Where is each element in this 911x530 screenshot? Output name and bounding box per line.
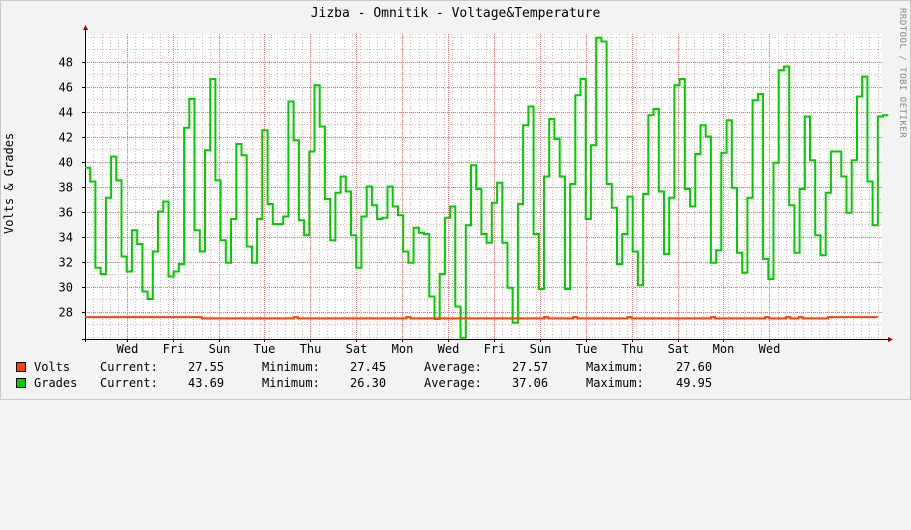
legend-label-maximum: Maximum: [586,376,644,390]
legend-average-grades: 37.06 [512,376,549,390]
y-axis-arrow [83,25,88,30]
x-tick-label: Thu [300,342,322,356]
legend-swatch-grades [16,378,26,388]
legend-maximum-volts: 27.60 [676,360,713,374]
x-tick-label: Sat [346,342,368,356]
legend-maximum-grades: 49.95 [676,376,713,390]
y-tick-label: 46 [59,81,73,95]
watermark: RRDTOOL / TOBI OETIKER [897,8,907,139]
y-tick-label: 30 [59,281,73,295]
x-tick-label: Tue [576,342,598,356]
x-tick-label: Mon [392,342,414,356]
legend-row-grades: Grades Current: 43.69 Minimum: 26.30 Ave… [16,376,712,530]
x-tick-label: Wed [117,342,139,356]
x-tick-label: Sun [209,342,231,356]
x-tick-label: Mon [713,342,735,356]
series-line-volts [85,316,878,320]
legend-current-volts: 27.55 [188,360,225,374]
y-tick-label: 28 [59,306,73,320]
legend-label-minimum: Minimum: [262,376,320,390]
legend-label-maximum: Maximum: [586,360,644,374]
y-tick-label: 34 [59,231,73,245]
y-tick-label: 32 [59,256,73,270]
x-tick-label: Sun [530,342,552,356]
x-axis-arrow [888,337,893,342]
legend-average-volts: 27.57 [512,360,549,374]
y-tick-label: 36 [59,206,73,220]
plot-area [85,34,882,339]
legend-label-current: Current: [100,360,158,374]
legend-label-minimum: Minimum: [262,360,320,374]
legend-name-volts: Volts [34,360,71,374]
legend-label-average: Average: [424,360,482,374]
chart-plot: 28 30 32 34 36 38 40 42 44 46 48 Wed Fri Sun Tue Thu Sat… [59,25,893,356]
legend-label-average: Average: [424,376,482,390]
x-tick-label: Wed [438,342,460,356]
x-tick-label: Sat [668,342,690,356]
y-tick-label: 48 [59,56,73,70]
y-tick-label: 38 [59,181,73,195]
legend-swatch-volts [16,362,26,372]
legend-label-current: Current: [100,376,158,390]
y-tick-label: 40 [59,156,73,170]
x-tick-label: Fri [484,342,506,356]
y-tick-label: 42 [59,131,73,145]
legend-name-grades: Grades [34,376,78,390]
x-tick-label: Tue [254,342,276,356]
legend-minimum-grades: 26.30 [350,376,387,390]
x-tick-label: Fri [163,342,185,356]
series-line-grades [85,36,889,339]
legend-minimum-volts: 27.45 [350,360,387,374]
legend-current-grades: 43.69 [188,376,225,390]
legend-row-volts: Volts Current: 27.55 Minimum: 27.45 Aver… [16,360,712,514]
y-tick-label: 44 [59,106,73,120]
x-tick-label: Wed [759,342,781,356]
x-tick-label: Thu [622,342,644,356]
chart-title: Jizba - Omnitik - Voltage&Temperature [310,6,601,21]
